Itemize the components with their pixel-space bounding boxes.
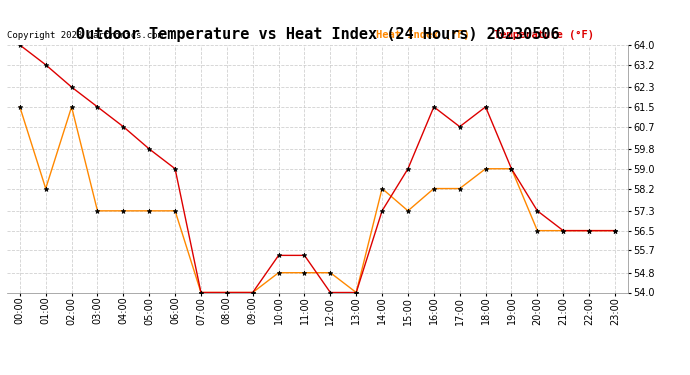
Text: Heat Index (°F): Heat Index (°F) xyxy=(377,30,470,40)
Text: Temperature (°F): Temperature (°F) xyxy=(494,30,594,40)
Title: Outdoor Temperature vs Heat Index (24 Hours) 20230506: Outdoor Temperature vs Heat Index (24 Ho… xyxy=(76,27,559,42)
Text: Copyright 2023 Cartronics.com: Copyright 2023 Cartronics.com xyxy=(7,31,163,40)
